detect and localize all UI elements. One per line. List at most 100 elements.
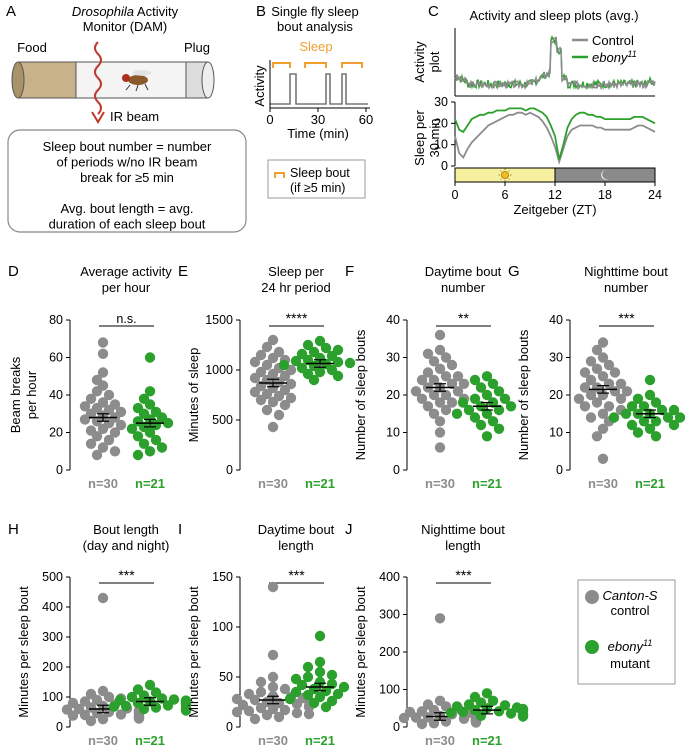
data-point — [662, 412, 674, 423]
data-point — [597, 337, 609, 348]
legend-mutant: ebony11 — [592, 49, 637, 65]
data-point — [579, 401, 591, 412]
data-point — [133, 713, 145, 724]
data-point — [434, 427, 446, 438]
significance-label: **** — [286, 310, 308, 326]
data-point — [608, 412, 620, 423]
y-tick-label: 0 — [56, 720, 63, 734]
legend-ebony: ebony11 — [608, 638, 653, 654]
zt-tick-label: 0 — [452, 188, 459, 202]
ir-beam-icon — [91, 41, 105, 124]
data-point — [579, 367, 591, 378]
data-point — [273, 711, 285, 723]
dark-phase-bar — [554, 167, 656, 183]
panel-letter: D — [8, 263, 19, 280]
legend-control-dot — [585, 590, 599, 604]
data-point — [138, 703, 150, 715]
legend-mutant-label: mutant — [610, 656, 650, 671]
data-point — [487, 416, 499, 427]
fly-icon — [122, 70, 151, 92]
data-point — [291, 707, 303, 719]
data-point — [626, 419, 638, 431]
panel-c-xlabel: Zeitgeber (ZT) — [513, 202, 596, 217]
data-point — [597, 371, 609, 382]
data-point — [505, 401, 517, 412]
data-point — [410, 386, 422, 397]
y-tick-label: 500 — [42, 570, 63, 584]
legend-mutant-dot — [585, 640, 599, 654]
data-point — [314, 676, 326, 688]
data-point — [249, 356, 261, 368]
data-point — [428, 374, 440, 386]
data-point — [120, 700, 132, 712]
definition-line: Sleep bout number = number — [43, 139, 212, 154]
data-point — [132, 449, 144, 461]
data-point — [296, 679, 308, 691]
data-point — [626, 401, 638, 412]
data-point — [475, 382, 487, 393]
data-point — [261, 709, 273, 721]
data-point — [332, 356, 344, 368]
panel-c-title: Activity and sleep plots (avg.) — [469, 8, 638, 23]
n-label: n=30 — [425, 733, 455, 745]
data-point — [434, 613, 446, 624]
data-point — [180, 705, 192, 716]
data-point — [249, 372, 261, 384]
panel-letter: H — [8, 521, 19, 538]
data-point — [591, 397, 603, 408]
data-point — [273, 409, 285, 421]
n-label: n=21 — [472, 733, 502, 745]
data-point — [85, 715, 97, 727]
sleep-ytick-label: 20 — [434, 116, 448, 130]
panel-letter: F — [345, 263, 354, 280]
data-point — [302, 689, 314, 701]
legend-control: Control — [592, 33, 634, 48]
y-tick-label: 150 — [212, 570, 233, 584]
data-point — [440, 371, 452, 382]
y-tick-label: 40 — [549, 313, 563, 327]
data-point — [650, 416, 662, 427]
data-point — [446, 359, 458, 371]
data-point — [603, 378, 615, 389]
activity-series-control — [454, 36, 656, 91]
sleep-line-plot: 0 10 20 30 — [434, 95, 656, 173]
data-point — [481, 371, 493, 382]
significance-label: *** — [118, 567, 135, 583]
data-point — [638, 401, 650, 412]
data-point — [79, 401, 91, 412]
y-tick-label: 100 — [212, 620, 233, 634]
panel-b-xtick-30: 30 — [311, 112, 325, 127]
data-point — [493, 423, 505, 434]
sleep-series-control — [454, 111, 656, 165]
data-point — [469, 393, 481, 404]
data-point — [469, 374, 481, 386]
panel-c-ylabel-bot: Sleep per — [412, 110, 427, 166]
y-tick-label: 400 — [379, 570, 400, 584]
data-point — [79, 414, 91, 425]
activity-plot — [454, 28, 656, 97]
y-axis-label: per hour — [24, 370, 39, 419]
data-point — [597, 389, 609, 401]
n-label: n=21 — [305, 476, 335, 491]
data-point — [591, 344, 603, 356]
data-point — [440, 404, 452, 416]
data-point — [505, 708, 517, 719]
data-point — [422, 401, 434, 412]
data-point — [162, 700, 174, 711]
data-point — [144, 446, 156, 457]
data-point — [446, 378, 458, 389]
data-point — [109, 427, 121, 438]
panel-letter: J — [345, 521, 353, 538]
panel-title: Daytime bout — [425, 264, 502, 279]
panel-letter-b: B — [256, 3, 266, 20]
y-tick-label: 300 — [42, 630, 63, 644]
data-point — [457, 706, 469, 718]
n-label: n=21 — [635, 476, 665, 491]
panel-c-ylabel-bot-line2: 30 min — [427, 118, 442, 157]
zt-tick-label: 12 — [548, 188, 562, 202]
data-point — [290, 355, 302, 367]
